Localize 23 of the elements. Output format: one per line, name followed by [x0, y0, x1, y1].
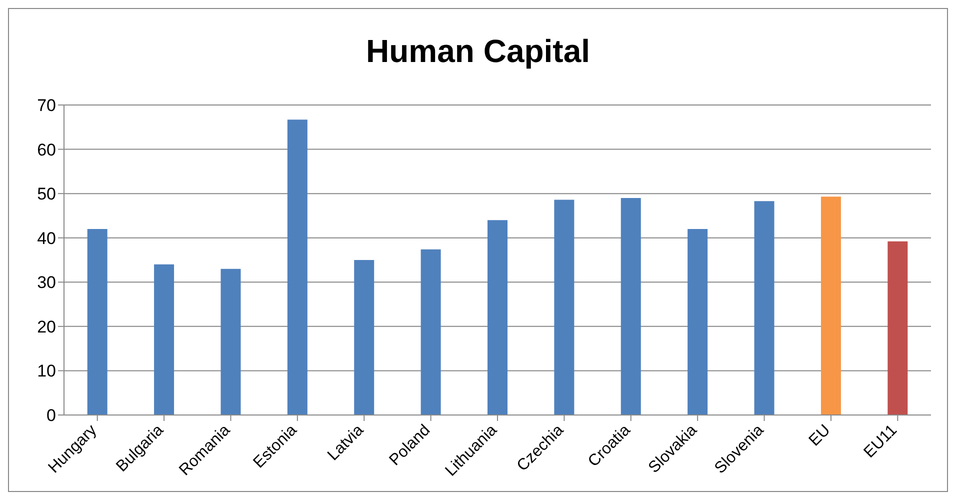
y-tick-label: 10: [37, 362, 56, 381]
y-tick-label: 0: [46, 406, 56, 426]
x-tick-label: EU: [806, 422, 834, 450]
bar: [87, 229, 108, 415]
bar: [354, 260, 374, 415]
bar: [220, 268, 241, 415]
bar: [888, 241, 908, 415]
bar: [287, 120, 308, 415]
y-tick-label: 60: [37, 140, 56, 160]
bar: [620, 198, 641, 415]
y-tick-label: 40: [37, 228, 56, 248]
bar: [154, 264, 174, 415]
y-tick-label: 70: [37, 96, 56, 116]
y-tick-label: 20: [37, 317, 56, 336]
chart-title: Human Capital: [364, 32, 592, 71]
bar: [754, 201, 774, 415]
bar: [554, 200, 574, 415]
bar: [688, 229, 708, 415]
bar: [420, 249, 441, 415]
y-tick-label: 50: [37, 184, 56, 204]
bar: [487, 220, 508, 415]
bar: [820, 196, 841, 415]
y-tick-label: 30: [37, 273, 56, 292]
